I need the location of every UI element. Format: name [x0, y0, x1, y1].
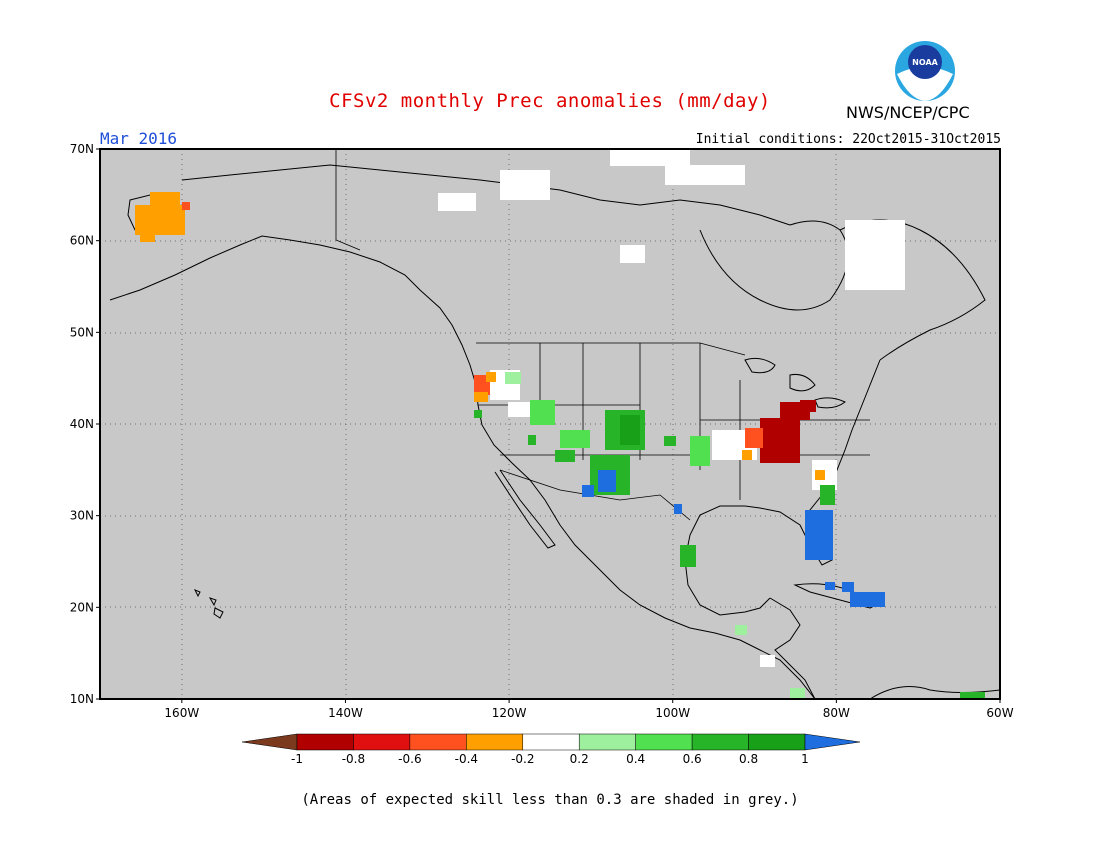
anomaly-southwest-wet — [528, 400, 710, 514]
latitude-labels: 70N 60N 50N 40N 30N 20N 10N — [70, 142, 100, 706]
lat-label: 40N — [70, 417, 94, 431]
lon-label: 100W — [655, 706, 690, 720]
anomaly-southeast-wet — [680, 470, 835, 567]
colorbar-label: 1 — [801, 752, 809, 766]
lon-label: 140W — [328, 706, 363, 720]
colorbar-extend-low — [241, 733, 298, 751]
lat-label: 10N — [70, 692, 94, 706]
colorbar-extend-high — [804, 733, 861, 751]
precipitation-anomalies — [135, 150, 985, 699]
colorbar-box — [522, 733, 580, 751]
colorbar-label: 0.2 — [570, 752, 589, 766]
lat-label: 50N — [70, 325, 94, 339]
colorbar-label: 0.8 — [739, 752, 758, 766]
noaa-logo-text: NOAA — [912, 58, 938, 67]
colorbar-box — [466, 733, 524, 751]
lon-label: 120W — [492, 706, 527, 720]
lon-label: 60W — [986, 706, 1013, 720]
colorbar: -1 -0.8 -0.6 -0.4 -0.2 0.2 0.4 0.6 0.8 1 — [241, 733, 861, 766]
skill-footnote: (Areas of expected skill less than 0.3 a… — [301, 792, 799, 808]
anomaly-caribbean-wet — [735, 582, 985, 699]
colorbar-box — [748, 733, 806, 751]
valid-month-label: Mar 2016 — [100, 129, 178, 148]
lon-label: 80W — [823, 706, 850, 720]
colorbar-box — [691, 733, 749, 751]
colorbar-box — [353, 733, 411, 751]
map-title: CFSv2 monthly Prec anomalies (mm/day) — [329, 90, 771, 112]
colorbar-box — [296, 733, 354, 751]
anomaly-alaska-dry — [135, 192, 190, 242]
colorbar-box — [635, 733, 693, 751]
lat-label: 20N — [70, 600, 94, 614]
lat-label: 70N — [70, 142, 94, 156]
colorbar-label: -0.2 — [511, 752, 534, 766]
colorbar-box — [409, 733, 467, 751]
anomaly-pacific-nw-dry — [474, 372, 521, 418]
organization-label: NWS/NCEP/CPC — [846, 103, 970, 122]
colorbar-label: -0.4 — [455, 752, 478, 766]
longitude-labels: 160W 140W 120W 100W 80W 60W — [164, 699, 1014, 720]
colorbar-label: 0.6 — [683, 752, 702, 766]
colorbar-box — [578, 733, 636, 751]
colorbar-label: 0.4 — [626, 752, 645, 766]
colorbar-label: -0.6 — [398, 752, 421, 766]
lat-label: 60N — [70, 234, 94, 248]
lat-label: 30N — [70, 509, 94, 523]
lon-label: 160W — [164, 706, 199, 720]
noaa-logo: NOAA — [895, 41, 955, 101]
colorbar-label: -1 — [291, 752, 303, 766]
colorbar-label: -0.8 — [342, 752, 365, 766]
initial-conditions-label: Initial conditions: 22Oct2015-31Oct2015 — [695, 132, 1001, 147]
anomaly-ohio-valley-dry — [742, 400, 816, 463]
